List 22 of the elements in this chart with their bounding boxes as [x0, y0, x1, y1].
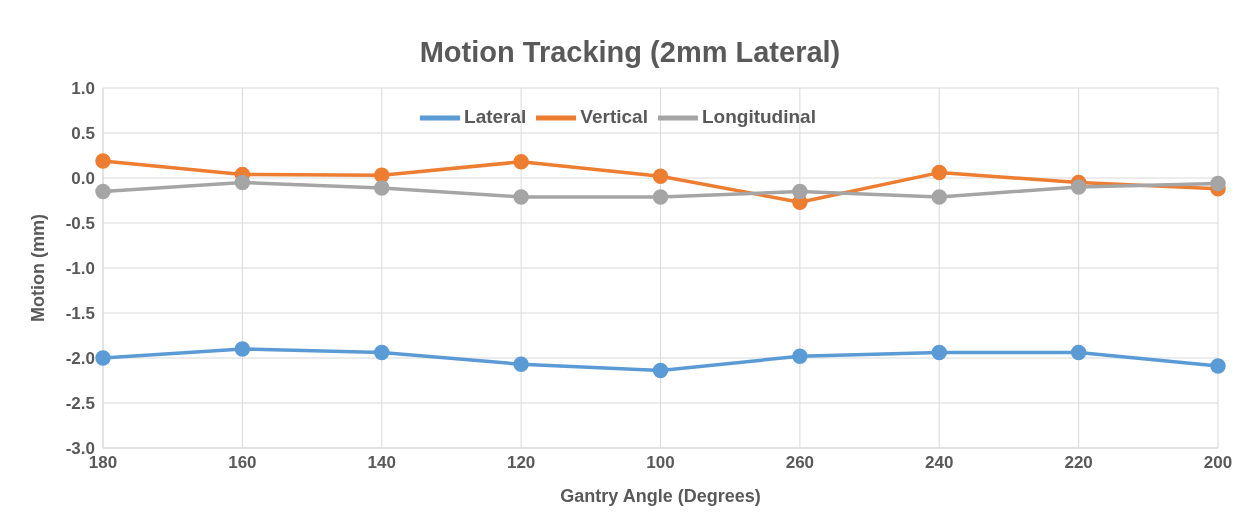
x-tick-label: 120	[506, 453, 536, 473]
chart-title: Motion Tracking (2mm Lateral)	[418, 35, 842, 70]
y-axis-title: Motion (mm)	[28, 214, 49, 322]
legend-label: Lateral	[464, 106, 527, 128]
y-tick-label: -1.5	[65, 304, 95, 324]
y-tick-label: 0.0	[71, 169, 95, 189]
legend-label: Vertical	[580, 106, 648, 128]
y-tick-label: 0.5	[71, 124, 95, 144]
x-tick-label: 240	[925, 453, 954, 473]
y-tick-label: -2.5	[65, 394, 95, 414]
y-tick-label: -1.0	[65, 259, 95, 279]
x-tick-label: 200	[1203, 453, 1233, 473]
x-tick-label: 220	[1064, 453, 1093, 473]
legend-label: Longitudinal	[701, 106, 816, 128]
x-tick-label: 260	[785, 453, 815, 473]
x-axis-title: Gantry Angle (Degrees)	[560, 486, 761, 506]
x-tick-label: 160	[228, 453, 257, 473]
y-tick-label: -2.0	[65, 349, 95, 369]
x-tick-label: 140	[367, 453, 396, 473]
x-tick-label: 100	[646, 453, 675, 473]
y-tick-label: 1.0	[71, 79, 95, 99]
y-tick-label: -0.5	[65, 214, 95, 234]
